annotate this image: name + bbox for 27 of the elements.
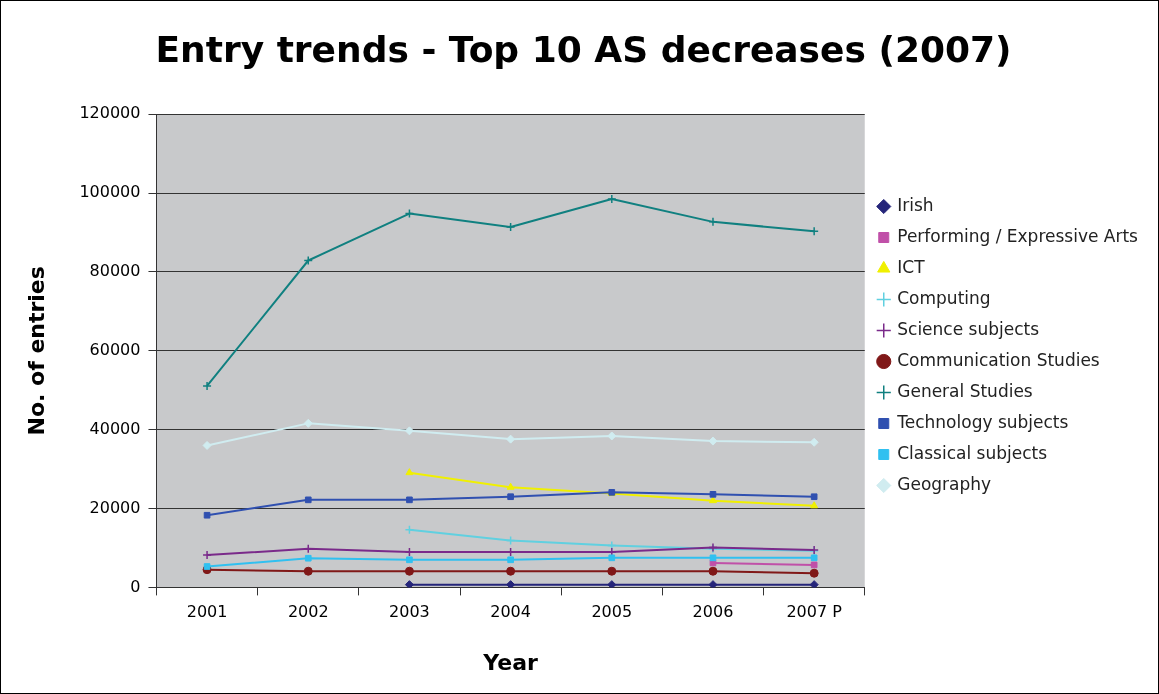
legend-label: Technology subjects bbox=[896, 411, 1069, 432]
legend-label: Classical subjects bbox=[897, 442, 1048, 463]
legend-label: Geography bbox=[897, 473, 992, 494]
x-tick-label: 2003 bbox=[389, 602, 430, 622]
x-tick-label: 2007 P bbox=[786, 602, 843, 622]
x-tick-label: 2006 bbox=[692, 602, 734, 622]
legend-label: General Studies bbox=[897, 380, 1033, 401]
chart-title: Entry trends - Top 10 AS decreases (2007) bbox=[155, 28, 1012, 70]
y-tick-label: 60000 bbox=[89, 339, 141, 359]
x-tick-label: 2002 bbox=[287, 602, 329, 622]
y-tick-label: 100000 bbox=[79, 182, 141, 202]
x-tick-label: 2005 bbox=[591, 602, 633, 622]
y-tick-label: 0 bbox=[130, 576, 141, 596]
y-tick-label: 40000 bbox=[89, 418, 141, 438]
x-tick-label: 2004 bbox=[490, 602, 531, 622]
legend-label: Irish bbox=[897, 194, 934, 215]
y-tick-label: 20000 bbox=[89, 497, 141, 517]
y-tick-label: 80000 bbox=[89, 261, 141, 281]
legend-label: Performing / Expressive Arts bbox=[897, 225, 1139, 246]
y-axis-title: No. of entries bbox=[23, 266, 49, 436]
legend-label: Communication Studies bbox=[897, 349, 1100, 370]
x-tick-label: 2001 bbox=[186, 602, 228, 622]
y-tick-label: 120000 bbox=[79, 103, 141, 123]
x-axis-title: Year bbox=[482, 649, 539, 675]
legend-label: ICT bbox=[897, 256, 926, 277]
legend-label: Computing bbox=[897, 287, 991, 308]
legend-label: Science subjects bbox=[897, 318, 1040, 339]
